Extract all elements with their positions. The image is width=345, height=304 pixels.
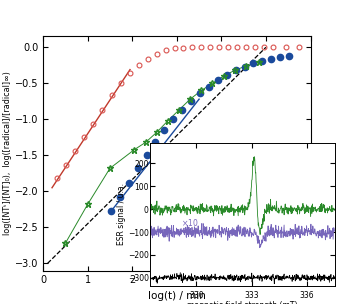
X-axis label: magnetic field strength (mT): magnetic field strength (mT) bbox=[187, 301, 298, 304]
Y-axis label: log([NTᵗ]/[NT]₀),  log([radical]/[radical]∞): log([NTᵗ]/[NT]₀), log([radical]/[radical… bbox=[3, 71, 12, 236]
Text: $\times$10: $\times$10 bbox=[181, 217, 199, 228]
X-axis label: log(t) / min: log(t) / min bbox=[148, 291, 206, 301]
Y-axis label: ESR signal / u.a.: ESR signal / u.a. bbox=[117, 183, 126, 245]
